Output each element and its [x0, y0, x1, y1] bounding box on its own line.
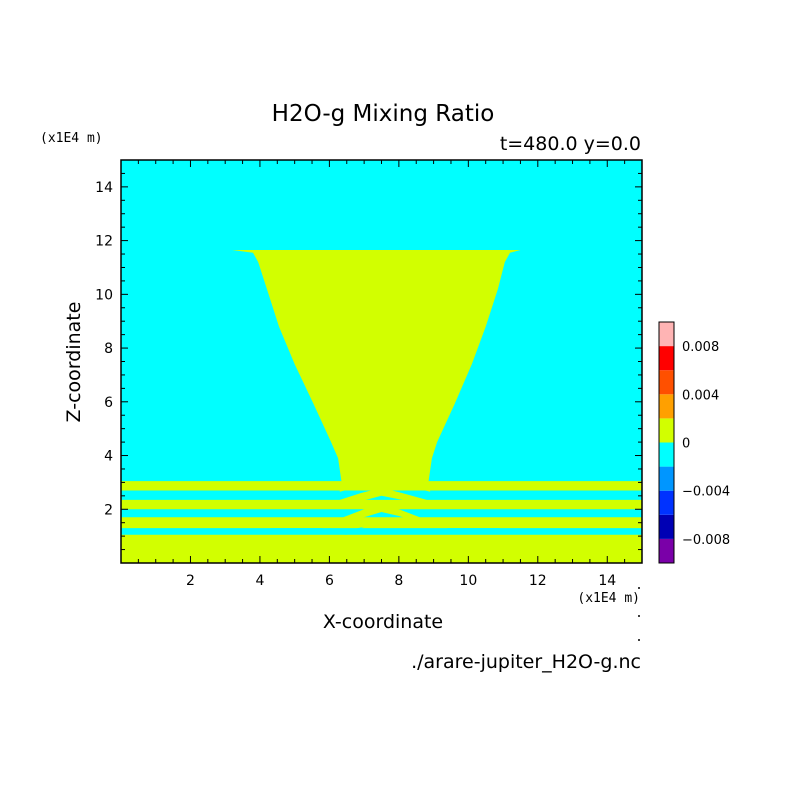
colorbar-label: −0.008: [682, 533, 730, 548]
x-tick-label: 8: [394, 573, 403, 589]
colorbar-frame: [658, 321, 675, 564]
x-tick-label: 10: [459, 573, 477, 589]
x-tick-label: 2: [186, 573, 195, 589]
region-wave-arch-3: [343, 503, 420, 526]
region-layer-3: [121, 517, 642, 529]
plot-area: [121, 160, 642, 563]
source-file-label: ./arare-jupiter_H2O-g.nc: [411, 651, 641, 673]
region-wave-gap-3: [329, 526, 365, 535]
chart-subtitle: t=480.0 y=0.0: [500, 133, 641, 155]
y-axis-unit: (x1E4 m): [40, 131, 103, 146]
y-tick-label: 12: [95, 234, 113, 250]
y-tick-label: 10: [95, 287, 113, 303]
axes: 2 4 6 8 10 12 14 2 4 6 8 10 12 14: [95, 159, 643, 589]
y-tick-label: 14: [95, 180, 113, 196]
x-tick-label: 6: [325, 573, 334, 589]
x-axis-unit: (x1E4 m): [577, 591, 640, 606]
colorbar-segment: [659, 538, 674, 563]
colorbar-segment: [659, 346, 674, 371]
y-tick-label: 2: [104, 502, 113, 518]
marker-dot: [638, 615, 640, 617]
colorbar: −0.008 −0.004 0 0.004 0.008: [658, 321, 730, 564]
colorbar-segment: [659, 466, 674, 491]
region-layer-4: [121, 534, 642, 563]
marker-dot: [638, 587, 640, 589]
x-tick-label: 14: [598, 573, 616, 589]
region-layer-1: [121, 481, 642, 491]
colorbar-segment: [659, 418, 674, 443]
y-tick-label: 6: [104, 395, 113, 411]
colorbar-segment: [659, 370, 674, 395]
colorbar-segment: [659, 322, 674, 347]
colorbar-label: 0.008: [682, 340, 719, 355]
colorbar-segment: [659, 490, 674, 515]
colorbar-segment: [659, 394, 674, 419]
x-axis-label: X-coordinate: [323, 611, 443, 633]
region-wave-gap-1: [270, 528, 323, 531]
region-wave-arch-1: [339, 477, 431, 492]
colorbar-segment: [659, 442, 674, 467]
chart-title: H2O-g Mixing Ratio: [272, 101, 495, 127]
region-wave-gap-2: [447, 528, 500, 531]
colorbar-label: −0.004: [682, 485, 730, 500]
colorbar-segment: [659, 514, 674, 539]
colorbar-label: 0.004: [682, 388, 719, 403]
y-axis-label: Z-coordinate: [63, 302, 85, 423]
x-tick-label: 4: [255, 573, 264, 589]
colorbar-label: 0: [682, 437, 690, 452]
region-cloud-plume: [232, 250, 521, 483]
y-tick-label: 4: [104, 449, 113, 465]
region-wave-arch-2: [339, 487, 427, 508]
x-tick-label: 12: [529, 573, 547, 589]
y-tick-label: 8: [104, 341, 113, 357]
marker-dot: [638, 639, 640, 641]
